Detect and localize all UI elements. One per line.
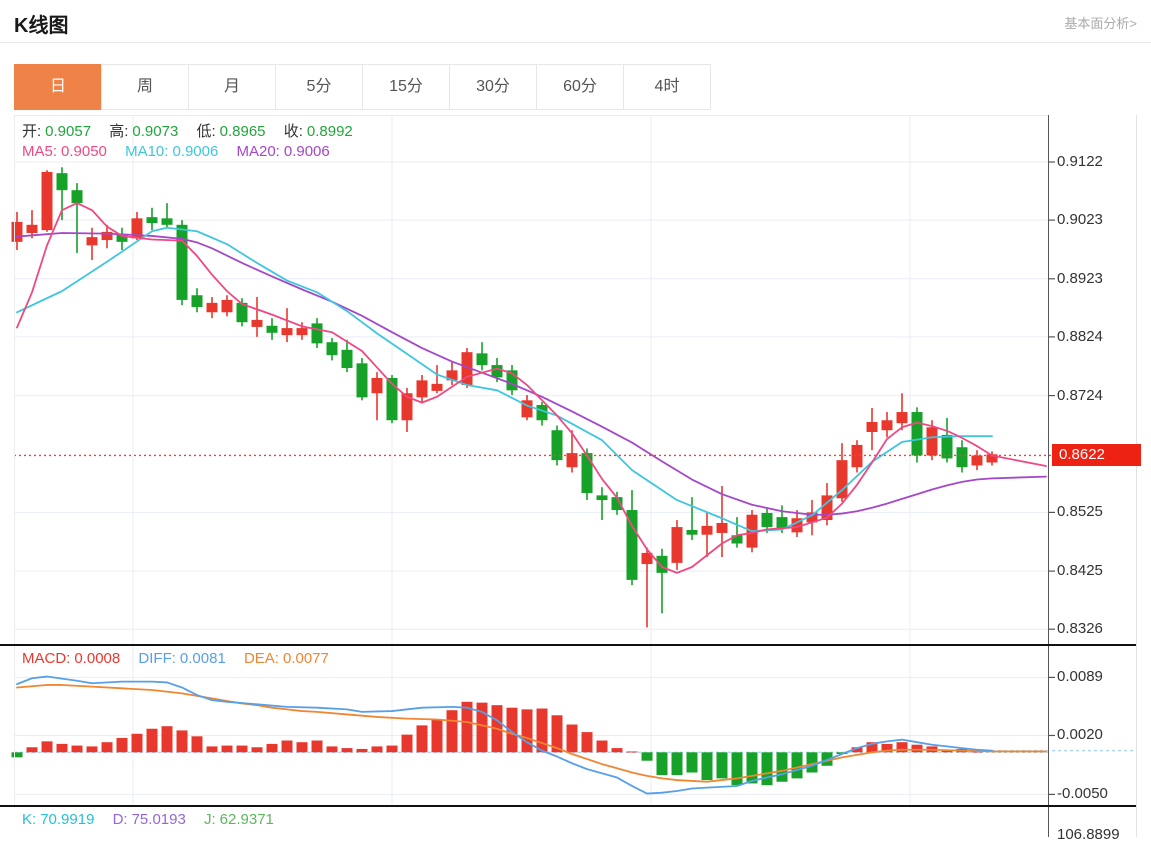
- ma10-label: MA10:: [125, 143, 169, 160]
- diff-label: DIFF:: [138, 650, 176, 667]
- kdj-legend: K: 70.9919 D: 75.0193 J: 62.9371: [22, 811, 288, 828]
- macd-tick-label: 0.0020: [1057, 726, 1103, 744]
- ma-legend: MA5: 0.9050 MA10: 0.9006 MA20: 0.9006: [22, 143, 344, 160]
- diff-value: 0.0081: [179, 650, 226, 667]
- plot-top-border: [14, 115, 1048, 116]
- d-value: 75.0193: [131, 811, 186, 828]
- tab-月[interactable]: 月: [188, 64, 276, 110]
- kdj-panel-divider: [0, 805, 1136, 807]
- price-tick-label: 0.9023: [1057, 211, 1103, 229]
- j-label: J:: [204, 811, 216, 828]
- kdj-axis-partial-label: 106.8899: [1057, 826, 1120, 843]
- tab-日[interactable]: 日: [14, 64, 102, 110]
- macd-tick-label: -0.0050: [1057, 785, 1108, 803]
- j-value: 62.9371: [219, 811, 274, 828]
- close-label: 收:: [283, 123, 303, 140]
- high-label: 高:: [109, 123, 129, 140]
- dea-value: 0.0077: [282, 650, 329, 667]
- ma20-label: MA20:: [236, 143, 280, 160]
- price-tick-label: 0.8326: [1057, 620, 1103, 638]
- price-tick-label: 0.8824: [1057, 327, 1103, 345]
- ma5-value: 0.9050: [61, 143, 107, 160]
- open-label: 开:: [22, 123, 42, 140]
- tab-5分[interactable]: 5分: [275, 64, 363, 110]
- axis-right-border: [1136, 115, 1137, 837]
- close-value: 0.8992: [306, 123, 353, 140]
- ma10-value: 0.9006: [172, 143, 219, 160]
- tab-60分[interactable]: 60分: [536, 64, 624, 110]
- macd-legend: MACD: 0.0008 DIFF: 0.0081 DEA: 0.0077: [22, 650, 343, 667]
- plot-left-border: [14, 115, 15, 806]
- tab-15分[interactable]: 15分: [362, 64, 450, 110]
- k-value: 70.9919: [40, 811, 95, 828]
- open-value: 0.9057: [45, 123, 92, 140]
- tab-周[interactable]: 周: [101, 64, 189, 110]
- low-label: 低:: [196, 123, 216, 140]
- ohlc-legend: 开: 0.9057 高: 0.9073 低: 0.8965 收: 0.8992: [22, 120, 367, 141]
- price-tick-label: 0.8923: [1057, 269, 1103, 287]
- ma5-label: MA5:: [22, 143, 58, 160]
- fundamental-analysis-link[interactable]: 基本面分析>: [1064, 16, 1137, 31]
- macd-panel-divider: [0, 644, 1136, 646]
- macd-tick-label: 0.0089: [1057, 668, 1103, 686]
- ma20-value: 0.9006: [283, 143, 330, 160]
- d-label: D:: [112, 811, 128, 828]
- low-value: 0.8965: [219, 123, 266, 140]
- price-tick-label: 0.9122: [1057, 153, 1103, 170]
- tab-4时[interactable]: 4时: [623, 64, 711, 110]
- macd-label: MACD:: [22, 650, 71, 667]
- price-tick-label: 0.8724: [1057, 386, 1103, 404]
- macd-value: 0.0008: [74, 650, 121, 667]
- dea-label: DEA:: [243, 650, 279, 667]
- price-tick-label: 0.8425: [1057, 562, 1103, 580]
- period-tab-bar: 日周月 5分 15分 30分 60分 4时: [14, 64, 711, 110]
- current-price-badge: 0.8622: [1052, 444, 1141, 467]
- k-label: K:: [22, 811, 37, 828]
- price-tick-label: 0.8525: [1057, 503, 1103, 521]
- price-axis-line: [1048, 115, 1049, 837]
- tab-30分[interactable]: 30分: [449, 64, 537, 110]
- high-value: 0.9073: [132, 123, 179, 140]
- page-title: K线图: [14, 15, 69, 37]
- header-divider: [0, 42, 1151, 43]
